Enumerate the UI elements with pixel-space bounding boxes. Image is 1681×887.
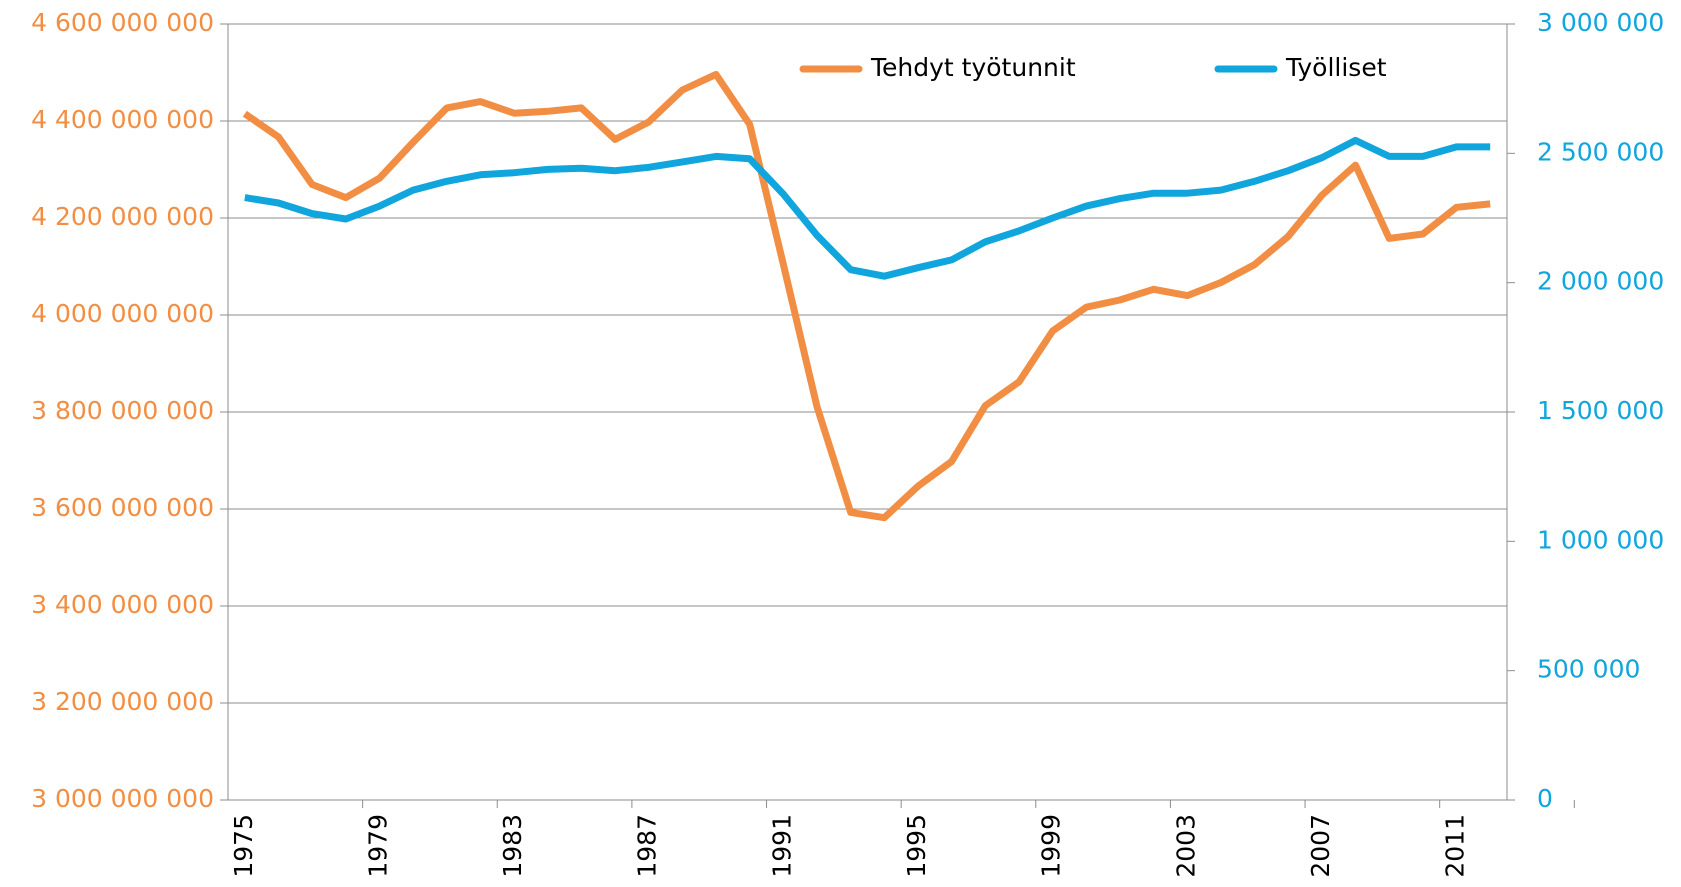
y-tick-label: 3 400 000 000: [31, 590, 214, 619]
y2-tick-label: 2 500 000: [1537, 137, 1664, 166]
y-tick-label: 4 000 000 000: [31, 299, 214, 328]
series-line: [242, 70, 1491, 522]
x-tick-label: 2011: [1441, 814, 1470, 878]
x-tick-label: 2003: [1171, 814, 1200, 878]
x-tick-label: 1999: [1037, 814, 1066, 878]
y-tick-label: 3 000 000 000: [31, 784, 214, 813]
legend-label: Työlliset: [1285, 53, 1387, 82]
y2-tick-label: 3 000 000: [1537, 8, 1664, 37]
y2-tick-label: 2 000 000: [1537, 267, 1664, 296]
x-tick-label: 1975: [229, 814, 258, 878]
x-tick-label: 2007: [1306, 814, 1335, 878]
x-tick-label: 1983: [498, 814, 527, 878]
y2-tick-label: 1 500 000: [1537, 396, 1664, 425]
legend-label: Tehdyt työtunnit: [870, 53, 1076, 82]
y2-tick-label: 1 000 000: [1537, 525, 1664, 554]
series-line: [244, 136, 1491, 280]
y-tick-label: 3 200 000 000: [31, 687, 214, 716]
y2-tick-label: 0: [1537, 784, 1553, 813]
y-tick-label: 3 800 000 000: [31, 396, 214, 425]
x-tick-label: 1991: [767, 814, 796, 878]
x-tick-label: 1987: [633, 814, 662, 878]
x-tick-label: 1979: [363, 814, 392, 878]
y2-tick-label: 500 000: [1537, 655, 1640, 684]
y-tick-label: 4 400 000 000: [31, 105, 214, 134]
y-tick-label: 4 600 000 000: [31, 8, 214, 37]
y-tick-label: 4 200 000 000: [31, 202, 214, 231]
y-tick-label: 3 600 000 000: [31, 493, 214, 522]
x-tick-label: 1995: [902, 814, 931, 878]
